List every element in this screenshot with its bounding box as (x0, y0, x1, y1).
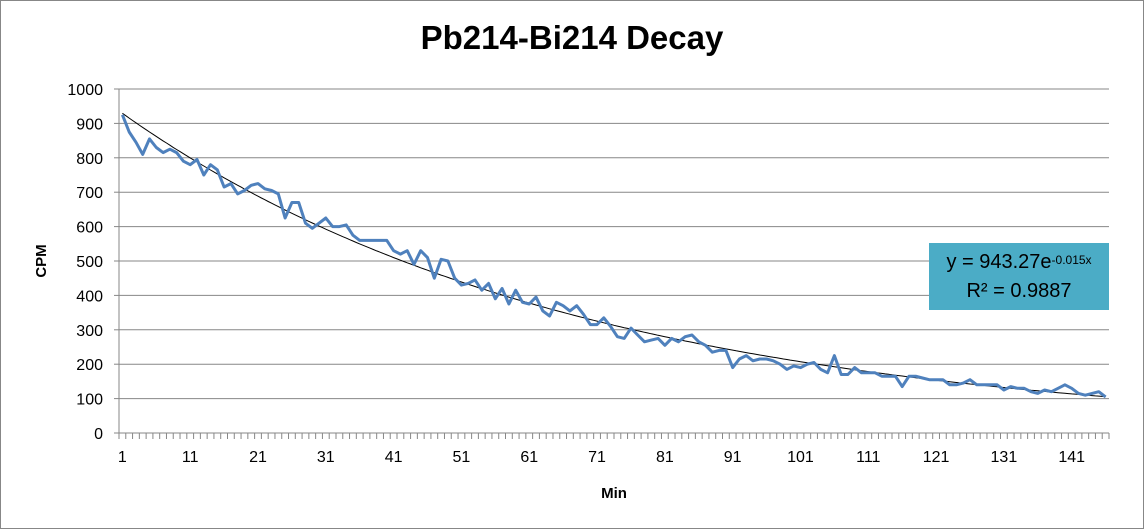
x-tick-label: 21 (249, 449, 267, 466)
x-tick-label: 11 (182, 449, 199, 466)
x-tick-label: 121 (923, 449, 950, 466)
x-tick-label: 1 (118, 449, 127, 466)
x-tick-label: 131 (991, 449, 1018, 466)
series-line (121, 114, 1107, 399)
x-tick-label: 91 (724, 449, 742, 466)
y-tick-label: 800 (76, 151, 103, 168)
equation-text: y = 943.27e (946, 251, 1052, 273)
x-tick-label: 81 (656, 449, 674, 466)
y-tick-label: 100 (76, 392, 103, 409)
x-tick-label: 31 (317, 449, 335, 466)
x-tick-label: 51 (453, 449, 471, 466)
y-tick-label: 300 (76, 323, 103, 340)
trendline-equation: y = 943.27e-0.015x (929, 248, 1109, 277)
r-squared-label: R² = 0.9887 (966, 280, 1072, 302)
y-tick-label: 0 (94, 426, 103, 443)
x-tick-label: 111 (856, 449, 880, 466)
x-tick-label: 141 (1058, 449, 1085, 466)
y-tick-label: 200 (76, 357, 103, 374)
x-tick-label: 61 (520, 449, 538, 466)
axes (114, 88, 1110, 439)
y-tick-label: 900 (76, 116, 103, 133)
chart-title: Pb214-Bi214 Decay (420, 19, 724, 56)
y-tick-label: 400 (76, 288, 103, 305)
trendline-equation-box: y = 943.27e-0.015x R² = 0.9887 (929, 243, 1109, 310)
y-tick-label: 600 (76, 220, 103, 237)
y-tick-label: 1000 (67, 82, 103, 99)
equation-exponent: -0.015x (1051, 253, 1092, 267)
x-tick-label: 71 (588, 449, 606, 466)
x-axis-label: Min (601, 485, 627, 502)
x-tick-label: 41 (385, 449, 403, 466)
y-tick-label: 700 (76, 185, 103, 202)
x-tick-label: 101 (787, 449, 814, 466)
x-tick-labels: 1 11 21 31 41 51 61 71 81 91 101 111 121 131 141 (118, 449, 1085, 466)
y-tick-labels: 0 100 200 300 400 500 600 700 800 900 1000 (67, 82, 103, 443)
y-tick-label: 500 (76, 254, 103, 271)
y-axis-label: CPM (33, 244, 50, 277)
